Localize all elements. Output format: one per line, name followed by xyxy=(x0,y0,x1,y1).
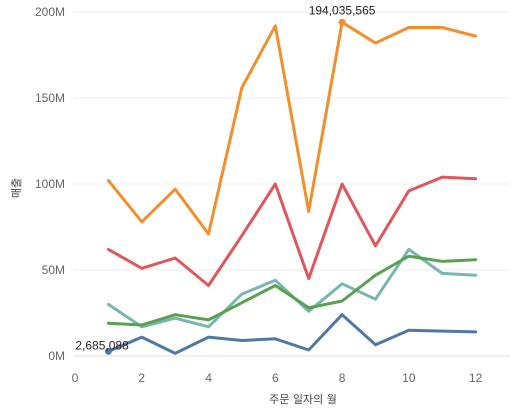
x-tick-label: 8 xyxy=(339,371,346,385)
x-tick-label: 10 xyxy=(402,371,416,385)
x-tick-label: 2 xyxy=(138,371,145,385)
data-label: 2,685,088 xyxy=(75,338,129,352)
axes: 0M 50M 100M 150M 200M 0 2 4 6 8 10 12 xyxy=(35,5,483,385)
x-tick-label: 4 xyxy=(205,371,212,385)
series-line-blue xyxy=(106,313,478,355)
series-lines xyxy=(106,20,478,355)
y-tick-label: 0M xyxy=(48,349,65,363)
y-tick-label: 150M xyxy=(35,91,65,105)
x-tick-label: 12 xyxy=(469,371,483,385)
series-line-red xyxy=(106,175,478,287)
series-line-green xyxy=(106,254,478,327)
y-tick-label: 100M xyxy=(35,177,65,191)
annotated-point xyxy=(338,18,346,26)
x-tick-label: 0 xyxy=(72,371,79,385)
y-tick-label: 200M xyxy=(35,5,65,19)
y-tick-label: 50M xyxy=(42,263,65,277)
data-label: 194,035,565 xyxy=(309,3,376,17)
annotated-point xyxy=(104,347,112,355)
gridlines xyxy=(73,11,509,357)
series-line-orange xyxy=(106,20,478,236)
x-tick-label: 6 xyxy=(272,371,279,385)
x-axis-title: 주문 일자의 월 xyxy=(269,392,337,406)
data-labels: 194,035,565 2,685,088 xyxy=(75,3,376,355)
y-axis-title: 매출 xyxy=(10,178,23,198)
